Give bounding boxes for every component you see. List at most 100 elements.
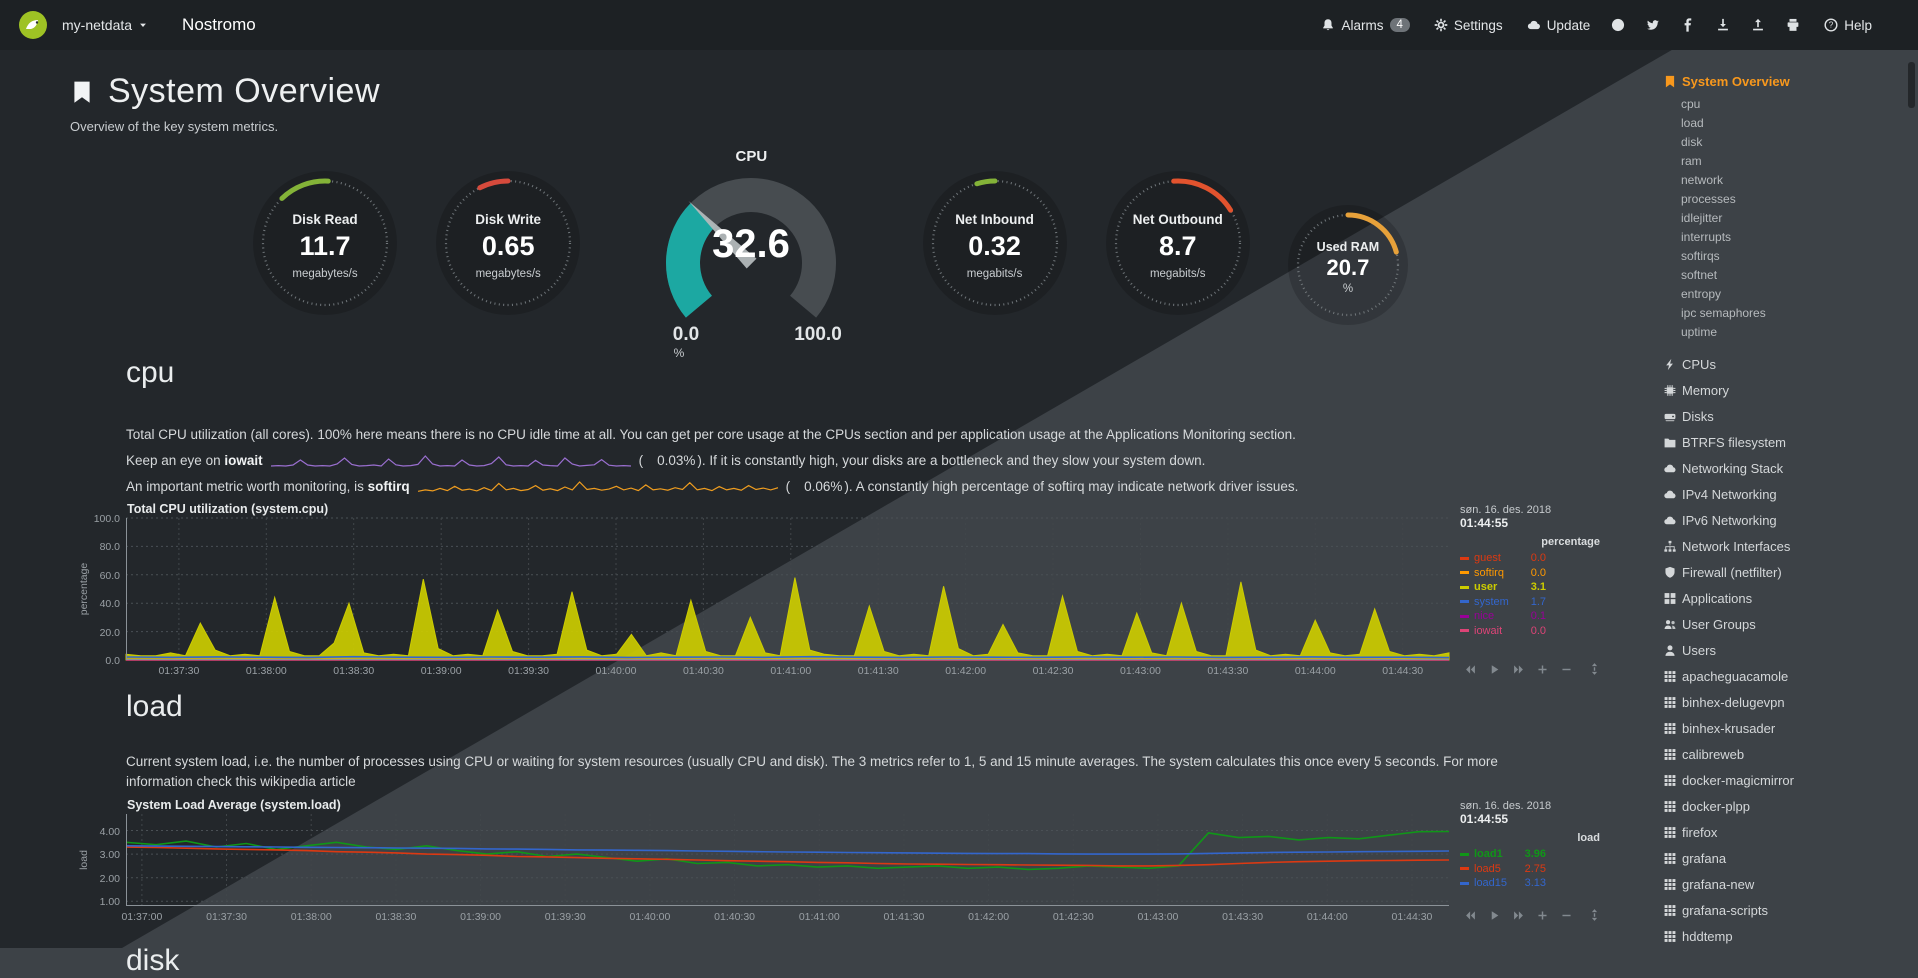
my-netdata-menu[interactable]: my-netdata xyxy=(62,17,148,33)
sidebar-scrollbar-thumb[interactable] xyxy=(1908,62,1915,108)
sidebar-item-ram[interactable]: ram xyxy=(1652,151,1918,170)
sidebar-item-ipv6-networking[interactable]: IPv6 Networking xyxy=(1652,507,1918,533)
sidebar-item-softnet[interactable]: softnet xyxy=(1652,265,1918,284)
cpu-gauge-max: 100.0 xyxy=(795,324,843,345)
play-button[interactable] xyxy=(1488,664,1501,675)
sidebar-item-processes[interactable]: processes xyxy=(1652,189,1918,208)
y-tick-label: 0.0 xyxy=(88,655,120,667)
zoom-in-button[interactable] xyxy=(1536,664,1549,675)
sidebar-item-label: Memory xyxy=(1682,383,1729,398)
y-tick-label: 100.0 xyxy=(88,513,120,525)
softirq-suffix: ). A constantly high percentage of softi… xyxy=(844,479,1298,494)
zoom-out-button[interactable] xyxy=(1560,664,1573,675)
github-button[interactable] xyxy=(1611,18,1625,32)
sidebar-item-label: Disks xyxy=(1682,409,1714,424)
sidebar-item-cpu[interactable]: cpu xyxy=(1652,94,1918,113)
x-tick-label: 01:40:00 xyxy=(596,665,637,677)
sidebar-item-grafana-new[interactable]: grafana-new xyxy=(1652,871,1918,897)
alarms-button[interactable]: Alarms 4 xyxy=(1321,18,1409,33)
sidebar-item-users[interactable]: Users xyxy=(1652,637,1918,663)
total-cpu-utilization-system-cpu-plot[interactable] xyxy=(126,518,1449,660)
sidebar-item-disks[interactable]: Disks xyxy=(1652,403,1918,429)
sidebar-item-btrfs-filesystem[interactable]: BTRFS filesystem xyxy=(1652,429,1918,455)
sidebar-item-applications[interactable]: Applications xyxy=(1652,585,1918,611)
zoom-out-button[interactable] xyxy=(1560,910,1573,921)
pan-backward-button[interactable] xyxy=(1464,664,1477,675)
sidebar-item-load[interactable]: load xyxy=(1652,113,1918,132)
sidebar-item-network-interfaces[interactable]: Network Interfaces xyxy=(1652,533,1918,559)
sidebar-item-hddtemp[interactable]: hddtemp xyxy=(1652,923,1918,949)
zoom-in-button[interactable] xyxy=(1536,910,1549,921)
sidebar-item-ipc-semaphores[interactable]: ipc semaphores xyxy=(1652,303,1918,322)
sidebar-item-grafana-scripts[interactable]: grafana-scripts xyxy=(1652,897,1918,923)
iowait-sparkline[interactable] xyxy=(271,454,631,467)
cpu-chart[interactable]: Total CPU utilization (system.cpu) perce… xyxy=(0,502,1620,680)
play-button[interactable] xyxy=(1488,910,1501,921)
sidebar-item-firefox[interactable]: firefox xyxy=(1652,819,1918,845)
sidebar-item-interrupts[interactable]: interrupts xyxy=(1652,227,1918,246)
cpu-description-text: Total CPU utilization (all cores). 100% … xyxy=(126,422,1556,448)
sidebar-item-idlejitter[interactable]: idlejitter xyxy=(1652,208,1918,227)
hostname[interactable]: Nostromo xyxy=(182,15,256,35)
settings-button[interactable]: Settings xyxy=(1434,18,1503,33)
sidebar-item-apacheguacamole[interactable]: apacheguacamole xyxy=(1652,663,1918,689)
sidebar-item-cpus[interactable]: CPUs xyxy=(1652,351,1918,377)
chart-resize-handle[interactable] xyxy=(1588,662,1601,676)
sidebar-item-softirqs[interactable]: softirqs xyxy=(1652,246,1918,265)
section-cpu-heading: cpu xyxy=(126,356,1650,390)
print-button[interactable] xyxy=(1786,18,1800,32)
sidebar-item-network[interactable]: network xyxy=(1652,170,1918,189)
sidebar-item-docker-magicmirror[interactable]: docker-magicmirror xyxy=(1652,767,1918,793)
netdata-logo[interactable] xyxy=(18,10,48,40)
softirq-sparkline[interactable] xyxy=(418,480,778,493)
sidebar-item-entropy[interactable]: entropy xyxy=(1652,284,1918,303)
sidebar-item-system-overview[interactable]: System Overview xyxy=(1652,68,1918,94)
sidebar-item-calibreweb[interactable]: calibreweb xyxy=(1652,741,1918,767)
pan-forward-button[interactable] xyxy=(1512,910,1525,921)
system-load-average-system-load-plot[interactable] xyxy=(126,814,1449,906)
x-tick-label: 01:39:00 xyxy=(460,911,501,923)
sidebar-item-user-groups[interactable]: User Groups xyxy=(1652,611,1918,637)
import-snapshot-button[interactable] xyxy=(1751,18,1765,32)
legend-series-name: load15 xyxy=(1474,877,1507,889)
sidebar-item-networking-stack[interactable]: Networking Stack xyxy=(1652,455,1918,481)
twitter-button[interactable] xyxy=(1646,18,1660,32)
export-snapshot-button[interactable] xyxy=(1716,18,1730,32)
sidebar-item-ipv4-networking[interactable]: IPv4 Networking xyxy=(1652,481,1918,507)
help-button[interactable]: ? Help xyxy=(1824,18,1872,33)
update-button[interactable]: Update xyxy=(1527,18,1591,33)
pan-backward-button[interactable] xyxy=(1464,910,1477,921)
sidebar-item-binhex-krusader[interactable]: binhex-krusader xyxy=(1652,715,1918,741)
iowait-value: 0.03% xyxy=(643,453,697,468)
pan-forward-button[interactable] xyxy=(1512,664,1525,675)
legend-series-value: 0.0 xyxy=(1531,625,1546,637)
sidebar-item-binhex-delugevpn[interactable]: binhex-delugevpn xyxy=(1652,689,1918,715)
facebook-button[interactable] xyxy=(1681,18,1695,32)
chart-resize-handle[interactable] xyxy=(1588,908,1601,922)
sidebar-item-uptime[interactable]: uptime xyxy=(1652,322,1918,341)
sidebar-item-docker-plpp[interactable]: docker-plpp xyxy=(1652,793,1918,819)
legend-swatch xyxy=(1460,571,1469,574)
legend-series-name: load1 xyxy=(1474,848,1503,860)
sidebar-item-grafana[interactable]: grafana xyxy=(1652,845,1918,871)
sidebar-item-disk[interactable]: disk xyxy=(1652,132,1918,151)
sidebar-item-firewall-netfilter[interactable]: Firewall (netfilter) xyxy=(1652,559,1918,585)
sidebar-item-memory[interactable]: Memory xyxy=(1652,377,1918,403)
